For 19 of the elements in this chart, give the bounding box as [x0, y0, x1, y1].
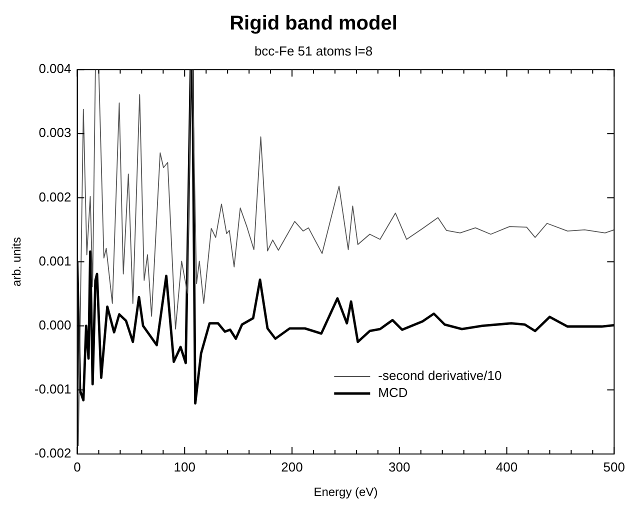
- x-tick-label: 300: [388, 459, 410, 474]
- y-tick-label: -0.002: [34, 446, 72, 461]
- x-tick-label: 200: [281, 459, 303, 474]
- x-tick-label: 0: [74, 459, 81, 474]
- y-tick-label: 0.001: [38, 253, 72, 268]
- legend-label: -second derivative/10: [378, 368, 502, 384]
- x-axis-title: Energy (eV): [314, 485, 378, 500]
- chart-title: Rigid band model: [230, 12, 398, 35]
- y-tick-label: -0.001: [34, 382, 72, 397]
- y-tick-label: 0.004: [38, 61, 72, 76]
- x-tick-label: 100: [174, 459, 196, 474]
- x-tick-label: 400: [496, 459, 518, 474]
- y-tick-label: 0.003: [38, 125, 72, 140]
- legend-label: MCD: [378, 385, 408, 400]
- y-tick-label: 0.002: [38, 189, 72, 204]
- chart-subtitle: bcc-Fe 51 atoms l=8: [254, 43, 373, 58]
- y-axis-title: arb. units: [10, 237, 24, 286]
- x-tick-label: 500: [603, 459, 626, 474]
- y-tick-label: 0.000: [38, 317, 72, 332]
